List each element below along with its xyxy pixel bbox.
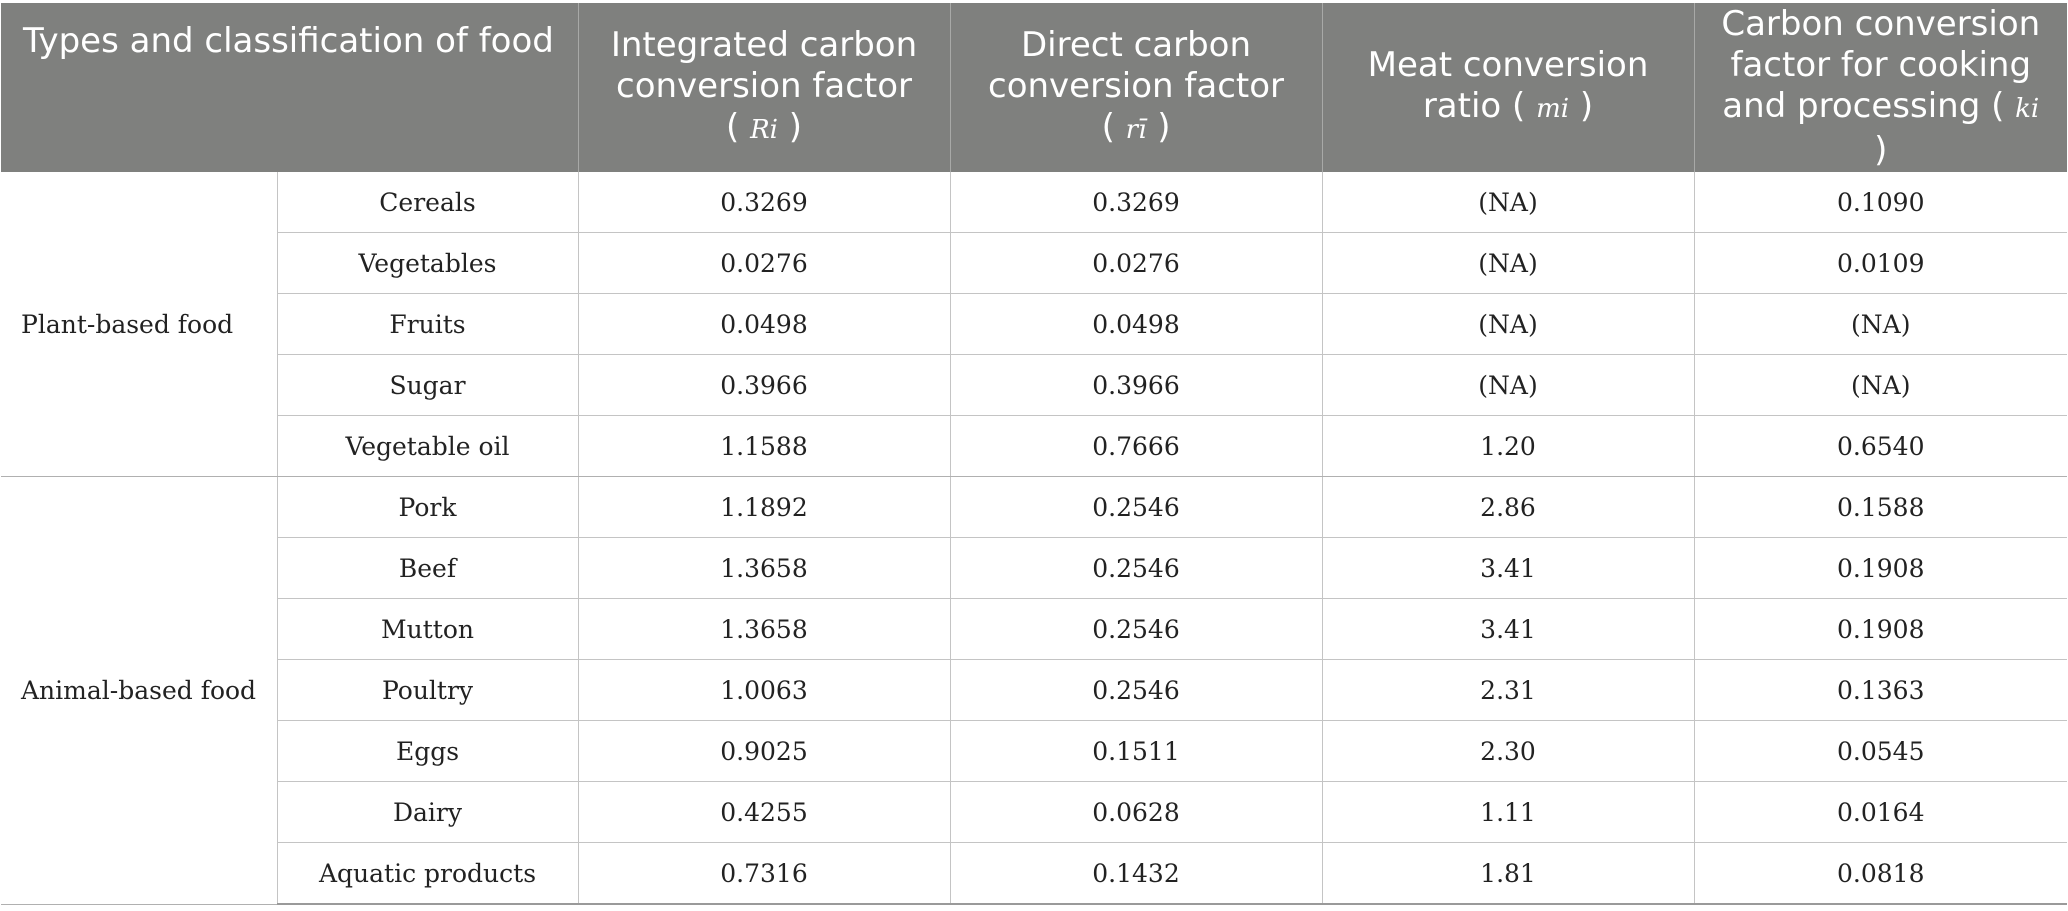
cooking-factor-value: 0.1908 <box>1694 537 2068 599</box>
table-row: Plant-based food Cereals 0.3269 0.3269 (… <box>1 172 2068 477</box>
integrated-factor-value: 0.3269 <box>578 172 951 233</box>
cooking-factor-value: 0.0109 <box>1694 232 2068 294</box>
table-row: Poultry 1.0063 0.2546 2.31 0.1363 <box>1 659 2068 721</box>
integrated-factor-value: 1.3658 <box>578 537 951 599</box>
meat-ratio-value: (NA) <box>1322 293 1695 355</box>
table-row: Sugar 0.3966 0.3966 (NA) (NA) <box>1 354 2068 416</box>
header-direct-label: Direct carbon conversion factor <box>988 24 1285 106</box>
meat-ratio-value: 3.41 <box>1322 598 1695 660</box>
table-row: Vegetables 0.0276 0.0276 (NA) 0.0109 <box>1 232 2068 294</box>
table-row: Mutton 1.3658 0.2546 3.41 0.1908 <box>1 598 2068 660</box>
integrated-factor-value: 1.0063 <box>578 659 951 721</box>
direct-factor-value: 0.0628 <box>950 781 1323 843</box>
header-meat-conversion-ratio: Meat conversion ratio ( mi ) <box>1322 3 1695 172</box>
integrated-factor-value: 1.1892 <box>578 476 951 538</box>
header-cooking-processing-factor: Carbon conversion factor for cooking and… <box>1694 3 2068 172</box>
header-type-classification: Types and classification of food <box>1 3 579 172</box>
meat-ratio-value: 1.81 <box>1322 842 1695 905</box>
table-row: Dairy 0.4255 0.0628 1.11 0.0164 <box>1 781 2068 843</box>
direct-factor-value: 0.1511 <box>950 720 1323 782</box>
food-name: Beef <box>277 537 579 599</box>
table-header: Types and classification of food Integra… <box>1 3 2068 172</box>
table-body: Plant-based food Cereals 0.3269 0.3269 (… <box>1 172 2068 905</box>
direct-factor-value: 0.3269 <box>950 172 1323 233</box>
meat-ratio-value: 1.11 <box>1322 781 1695 843</box>
direct-factor-value: 0.7666 <box>950 415 1323 477</box>
table-row: Eggs 0.9025 0.1511 2.30 0.0545 <box>1 720 2068 782</box>
food-name: Fruits <box>277 293 579 355</box>
food-name: Vegetables <box>277 232 579 294</box>
cooking-factor-value: 0.1363 <box>1694 659 2068 721</box>
meat-ratio-value: 3.41 <box>1322 537 1695 599</box>
food-name: Dairy <box>277 781 579 843</box>
meat-ratio-value: 2.30 <box>1322 720 1695 782</box>
food-name: Mutton <box>277 598 579 660</box>
direct-factor-value: 0.3966 <box>950 354 1323 416</box>
carbon-conversion-table: Types and classification of food Integra… <box>1 3 2068 905</box>
cooking-factor-value: 0.1090 <box>1694 172 2068 233</box>
cooking-factor-value: 0.1588 <box>1694 476 2068 538</box>
food-name: Poultry <box>277 659 579 721</box>
integrated-factor-value: 0.0276 <box>578 232 951 294</box>
integrated-factor-value: 1.3658 <box>578 598 951 660</box>
cooking-factor-value: 0.6540 <box>1694 415 2068 477</box>
table-row: Vegetable oil 1.1588 0.7666 1.20 0.6540 <box>1 415 2068 477</box>
cooking-factor-value: 0.0818 <box>1694 842 2068 905</box>
cooking-factor-value: 0.0545 <box>1694 720 2068 782</box>
table-row: Fruits 0.0498 0.0498 (NA) (NA) <box>1 293 2068 355</box>
table-row: Beef 1.3658 0.2546 3.41 0.1908 <box>1 537 2068 599</box>
integrated-factor-value: 0.4255 <box>578 781 951 843</box>
header-direct-carbon-factor: Direct carbon conversion factor( rī ) <box>950 3 1323 172</box>
cooking-factor-value: 0.0164 <box>1694 781 2068 843</box>
direct-factor-value: 0.2546 <box>950 598 1323 660</box>
meat-ratio-value: (NA) <box>1322 172 1695 233</box>
food-name: Eggs <box>277 720 579 782</box>
meat-ratio-value: 2.86 <box>1322 476 1695 538</box>
food-name: Aquatic products <box>277 842 579 905</box>
direct-factor-value: 0.2546 <box>950 537 1323 599</box>
direct-factor-value: 0.2546 <box>950 476 1323 538</box>
symbol-R-i: Ri <box>750 114 778 145</box>
direct-factor-value: 0.0276 <box>950 232 1323 294</box>
food-name: Vegetable oil <box>277 415 579 477</box>
food-name: Sugar <box>277 354 579 416</box>
food-name: Cereals <box>277 172 579 233</box>
integrated-factor-value: 0.0498 <box>578 293 951 355</box>
header-meat-label: Meat conversion ratio <box>1367 45 1649 126</box>
symbol-r-i: rī <box>1125 114 1147 145</box>
meat-ratio-value: (NA) <box>1322 354 1695 416</box>
integrated-factor-value: 0.7316 <box>578 842 951 905</box>
table-row: Aquatic products 0.7316 0.1432 1.81 0.08… <box>1 842 2068 905</box>
meat-ratio-value: 1.20 <box>1322 415 1695 477</box>
integrated-factor-value: 1.1588 <box>578 415 951 477</box>
symbol-m-i: mi <box>1536 94 1570 124</box>
meat-ratio-value: (NA) <box>1322 232 1695 294</box>
table-row: Animal-based food Pork 1.1892 0.2546 2.8… <box>1 476 2068 905</box>
group-label-plant: Plant-based food <box>1 172 278 477</box>
header-integrated-carbon-factor: Integrated carbon conversion factor( Ri … <box>578 3 951 172</box>
header-cooking-label: Carbon conversion factor for cooking and… <box>1721 4 2041 126</box>
symbol-k-i: ki <box>2015 94 2040 124</box>
meat-ratio-value: 2.31 <box>1322 659 1695 721</box>
cooking-factor-value: 0.1908 <box>1694 598 2068 660</box>
direct-factor-value: 0.2546 <box>950 659 1323 721</box>
integrated-factor-value: 0.3966 <box>578 354 951 416</box>
cooking-factor-value: (NA) <box>1694 354 2068 416</box>
group-label-animal: Animal-based food <box>1 476 278 905</box>
cooking-factor-value: (NA) <box>1694 293 2068 355</box>
direct-factor-value: 0.0498 <box>950 293 1323 355</box>
integrated-factor-value: 0.9025 <box>578 720 951 782</box>
header-integrated-label: Integrated carbon conversion factor <box>610 24 918 106</box>
direct-factor-value: 0.1432 <box>950 842 1323 905</box>
food-name: Pork <box>277 476 579 538</box>
